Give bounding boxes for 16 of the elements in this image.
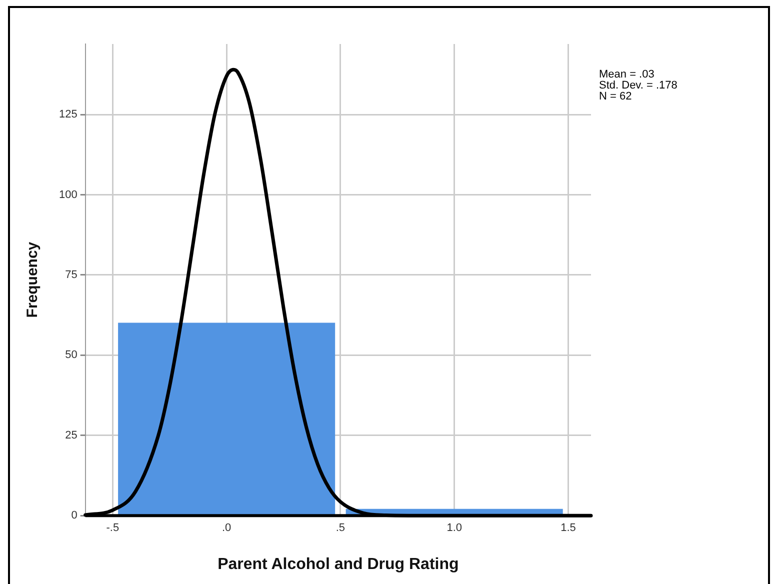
x-tick-label: .5 <box>336 522 346 534</box>
y-tick-label: 0 <box>71 510 78 522</box>
text: N = 62 <box>599 90 632 103</box>
x-tick-label: 1.0 <box>446 522 462 534</box>
y-tick-label: 25 <box>65 429 78 442</box>
text: Mean = .03 <box>599 68 654 81</box>
text: Std. Dev. = .178 <box>599 80 678 92</box>
y-tick-label: 100 <box>58 188 78 201</box>
y-tick-label: 125 <box>58 108 78 121</box>
y-tick-label: 75 <box>65 269 78 282</box>
y-axis-title: Frequency <box>24 241 42 318</box>
x-tick-label: 1.5 <box>560 522 576 534</box>
x-axis-title: Parent Alcohol and Drug Rating <box>218 556 459 573</box>
x-tick-label: .0 <box>222 522 232 534</box>
y-tick-label: 50 <box>65 349 78 362</box>
x-tick-label: -.5 <box>106 522 120 534</box>
